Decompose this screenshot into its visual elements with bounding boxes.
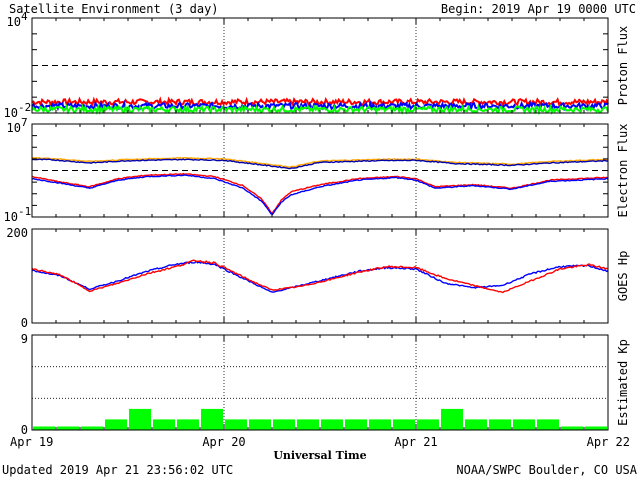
y-tick-label-bottom: 10 xyxy=(4,210,18,224)
kp-bar xyxy=(513,419,535,430)
y-tick-exponent-bottom: -2 xyxy=(18,101,31,114)
kp-bar xyxy=(465,419,487,430)
y-tick-exponent-top: 7 xyxy=(21,116,28,129)
kp-bar xyxy=(393,419,415,430)
panel-frame xyxy=(31,123,609,218)
y-axis-label: Estimated Kp xyxy=(616,339,630,426)
kp-bar xyxy=(33,426,55,430)
panel-1: 10 710 -1 Electron Flux xyxy=(4,116,630,224)
kp-bar xyxy=(345,419,367,430)
series-blue-line xyxy=(31,260,609,293)
panel-3: 9 0 Estimated Kp xyxy=(21,332,630,437)
y-tick-exponent-bottom: -1 xyxy=(18,205,31,218)
kp-bar xyxy=(297,419,319,430)
y-tick-label-top: 9 xyxy=(21,332,28,346)
y-axis-label: Proton Flux xyxy=(616,26,630,105)
credit: NOAA/SWPC Boulder, CO USA xyxy=(456,463,637,477)
x-axis-title: Universal Time xyxy=(273,449,366,462)
series-navy-line xyxy=(31,158,609,170)
x-axis-ticks: Apr 19 Apr 20 Apr 21 Apr 22 xyxy=(10,435,630,449)
series-blue-line xyxy=(31,174,609,216)
kp-bar xyxy=(249,419,271,430)
kp-bar xyxy=(177,419,199,430)
y-axis-label: Electron Flux xyxy=(616,124,630,218)
series-red-line xyxy=(31,96,609,108)
y-tick-label-top: 10 xyxy=(7,121,21,135)
panel-frame xyxy=(31,228,609,324)
y-tick-exponent-top: 4 xyxy=(21,10,28,23)
kp-bar xyxy=(273,419,295,430)
updated-time: Updated 2019 Apr 21 23:56:02 UTC xyxy=(2,463,233,477)
kp-bar xyxy=(321,419,343,430)
panel-frame xyxy=(31,334,609,431)
panel-2: 200 0 GOES Hp xyxy=(6,226,630,330)
series-red-line xyxy=(31,172,608,214)
begin-time: Begin: 2019 Apr 19 0000 UTC xyxy=(441,2,636,16)
y-tick-label-bottom: 0 xyxy=(21,316,28,330)
kp-bar xyxy=(153,419,175,430)
kp-bar xyxy=(225,419,247,430)
plot-title: Satellite Environment (3 day) xyxy=(9,2,219,16)
kp-bar xyxy=(561,426,583,430)
x-tick-label: Apr 19 xyxy=(10,435,53,449)
y-tick-label-top: 200 xyxy=(6,226,28,240)
kp-bar xyxy=(129,408,151,430)
kp-bar xyxy=(105,419,127,430)
x-tick-label: Apr 21 xyxy=(394,435,437,449)
x-tick-label: Apr 20 xyxy=(202,435,245,449)
y-tick-label-bottom: 10 xyxy=(4,106,18,120)
kp-bar xyxy=(489,419,511,430)
kp-bar xyxy=(201,408,223,430)
kp-bar xyxy=(81,426,103,430)
series-orange-line xyxy=(31,156,609,168)
y-tick-label-bottom: 0 xyxy=(21,423,28,437)
y-axis-label: GOES Hp xyxy=(616,251,630,302)
x-tick-label: Apr 22 xyxy=(587,435,630,449)
y-tick-label-top: 10 xyxy=(7,15,21,29)
kp-bar xyxy=(57,426,79,430)
series-red-line xyxy=(31,259,609,294)
kp-bar xyxy=(441,408,463,430)
kp-bar xyxy=(369,419,391,430)
kp-bar xyxy=(417,419,439,430)
kp-bar xyxy=(537,419,559,430)
kp-bar xyxy=(585,426,607,430)
